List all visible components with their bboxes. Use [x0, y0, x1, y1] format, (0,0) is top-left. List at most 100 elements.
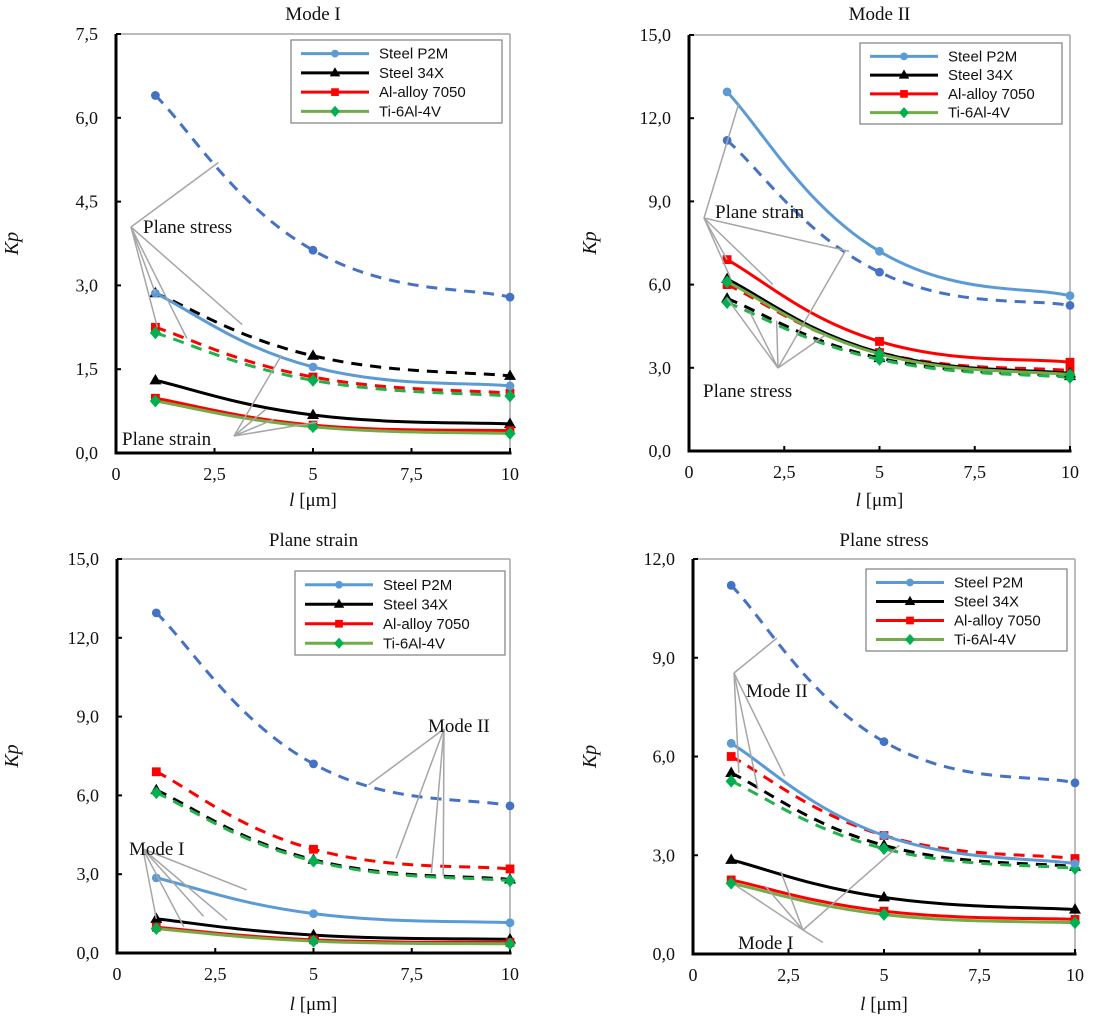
data-point — [1064, 368, 1076, 382]
data-point — [308, 362, 318, 372]
data-point — [309, 844, 318, 854]
legend-entry-steel-34x: Steel 34X — [876, 594, 1019, 611]
legend-label: Ti-6Al-4V — [379, 103, 441, 120]
y-tick-label: 6,0 — [77, 785, 100, 805]
data-point — [726, 580, 736, 590]
x-tick-label: 2,5 — [203, 464, 226, 484]
data-point — [505, 292, 515, 302]
x-axis-label-var: l — [289, 490, 294, 511]
series-line — [154, 94, 511, 299]
data-point — [1070, 854, 1080, 863]
y-tick-label: 12,0 — [640, 108, 672, 128]
chart-title: Mode I — [285, 4, 340, 25]
x-axis-label: l [μm] — [860, 994, 908, 1015]
annotation-label: Plane strain — [122, 429, 212, 450]
legend-swatch-marker — [330, 105, 340, 117]
data-point — [151, 91, 160, 100]
legend: Steel P2M Steel 34X Al-alloy 7050 Ti-6Al-4V — [290, 39, 503, 124]
data-point — [307, 934, 320, 948]
series-steel-p2m-solid — [722, 87, 1075, 301]
data-point — [721, 296, 733, 310]
series-steel-p2m-dashed — [722, 135, 1075, 310]
chart-panel-2: Plane strain 0,0 3,0 6,0 9,0 12,0 15,0 0 2,5 5 7,5… — [1, 530, 519, 1015]
data-point — [873, 347, 886, 361]
x-tick-label: 10 — [501, 964, 519, 984]
chart-panel-1: Mode II 0,0 3,0 6,0 9,0 12,0 15,0 0 2,5 5 7,5 10 Kp l… — [579, 4, 1079, 511]
y-tick-label: 0,0 — [649, 441, 672, 461]
annotation-leader-line — [233, 418, 274, 437]
y-tick-label: 6,0 — [76, 108, 99, 128]
x-axis-label: l [μm] — [289, 490, 337, 511]
data-point — [1070, 859, 1080, 868]
chart-title: Mode II — [849, 4, 911, 25]
data-point — [1069, 862, 1081, 875]
data-point — [1065, 357, 1075, 367]
data-point — [721, 275, 733, 289]
x-tick-label: 5 — [880, 965, 889, 985]
y-tick-label: 0,0 — [653, 944, 676, 964]
chart-title: Plane strain — [269, 530, 359, 551]
x-axis-label-unit: [μm] — [861, 490, 903, 511]
data-point — [1069, 903, 1081, 914]
annotation-leader-line — [733, 672, 759, 790]
x-tick-label: 10 — [1061, 462, 1079, 482]
annotation-label: Mode I — [738, 933, 793, 954]
data-point — [879, 737, 889, 747]
chart-panel-3: Plane stress 0,0 3,0 6,0 9,0 12,0 0 2,5 5 7,5 10 Kp… — [579, 530, 1084, 1015]
legend-entry-steel-34x: Steel 34X — [870, 67, 1013, 84]
data-point — [149, 326, 161, 340]
annotation-leader-line — [703, 217, 732, 280]
data-point — [875, 246, 884, 256]
legend-entry-ti-6al-4v: Ti-6Al-4V — [870, 105, 1010, 122]
x-axis-label-var: l — [290, 994, 295, 1015]
series-steel-34x-dashed — [725, 766, 1081, 871]
legend-entry-steel-p2m: Steel P2M — [876, 575, 1023, 592]
y-axis-label: Kp — [1, 744, 23, 768]
annotation-plane-stress: Plane stress — [703, 250, 846, 402]
annotation-leader-line — [703, 104, 740, 219]
annotation-leader-line — [733, 672, 740, 773]
annotation-leader-line — [130, 226, 243, 326]
legend: Steel P2M Steel 34X Al-alloy 7050 Ti-6Al-4V — [859, 42, 1063, 125]
x-tick-label: 0 — [685, 462, 694, 482]
legend-label: Steel 34X — [954, 594, 1019, 611]
x-axis-label-var: l — [860, 994, 865, 1015]
series-ti-6al-4v-solid — [725, 876, 1081, 930]
annotation-label: Mode I — [129, 839, 184, 860]
data-point — [875, 337, 884, 346]
data-point — [307, 854, 320, 868]
annotation-mode-i: Mode I — [129, 839, 247, 928]
x-tick-label: 2,5 — [773, 462, 796, 482]
legend-label: Steel P2M — [379, 46, 448, 63]
series-steel-34x-dashed — [150, 783, 516, 884]
y-tick-label: 9,0 — [653, 648, 676, 668]
data-point — [878, 890, 890, 902]
data-point — [504, 427, 516, 440]
y-tick-label: 6,0 — [653, 747, 676, 767]
series-al-alloy-7050-dashed — [151, 767, 515, 874]
data-point — [1070, 778, 1080, 788]
series-ti-6al-4v-solid — [721, 275, 1076, 382]
y-tick-label: 4,5 — [76, 192, 99, 212]
data-point — [307, 349, 319, 360]
annotation-label: Plane stress — [143, 217, 232, 238]
data-point — [307, 373, 319, 387]
y-tick-label: 12,0 — [644, 549, 676, 569]
x-tick-label: 7,5 — [968, 965, 991, 985]
y-tick-label: 1,5 — [76, 359, 99, 379]
legend-swatch-marker — [334, 637, 344, 649]
legend-entry-al-alloy-7050: Al-alloy 7050 — [876, 613, 1041, 630]
legend-swatch-marker — [900, 90, 908, 98]
y-tick-label: 3,0 — [77, 864, 100, 884]
legend-label: Steel 34X — [383, 596, 448, 613]
y-tick-label: 9,0 — [77, 707, 100, 727]
annotation-leader-line — [734, 884, 804, 931]
x-tick-label: 5 — [309, 964, 318, 984]
data-point — [505, 381, 515, 391]
legend-label: Steel 34X — [379, 65, 444, 82]
data-point — [875, 267, 884, 277]
series-steel-34x-solid — [725, 853, 1081, 914]
x-tick-label: 5 — [875, 462, 884, 482]
annotation-leader-line — [749, 311, 779, 369]
data-point — [504, 369, 516, 380]
